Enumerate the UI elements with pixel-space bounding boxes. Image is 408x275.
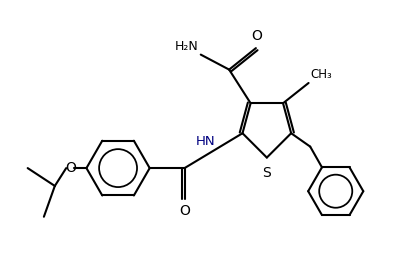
Text: O: O	[66, 161, 76, 175]
Text: H₂N: H₂N	[175, 40, 199, 53]
Text: CH₃: CH₃	[310, 68, 333, 81]
Text: HN: HN	[196, 135, 216, 148]
Text: O: O	[179, 204, 190, 218]
Text: O: O	[251, 29, 262, 43]
Text: S: S	[262, 166, 271, 180]
